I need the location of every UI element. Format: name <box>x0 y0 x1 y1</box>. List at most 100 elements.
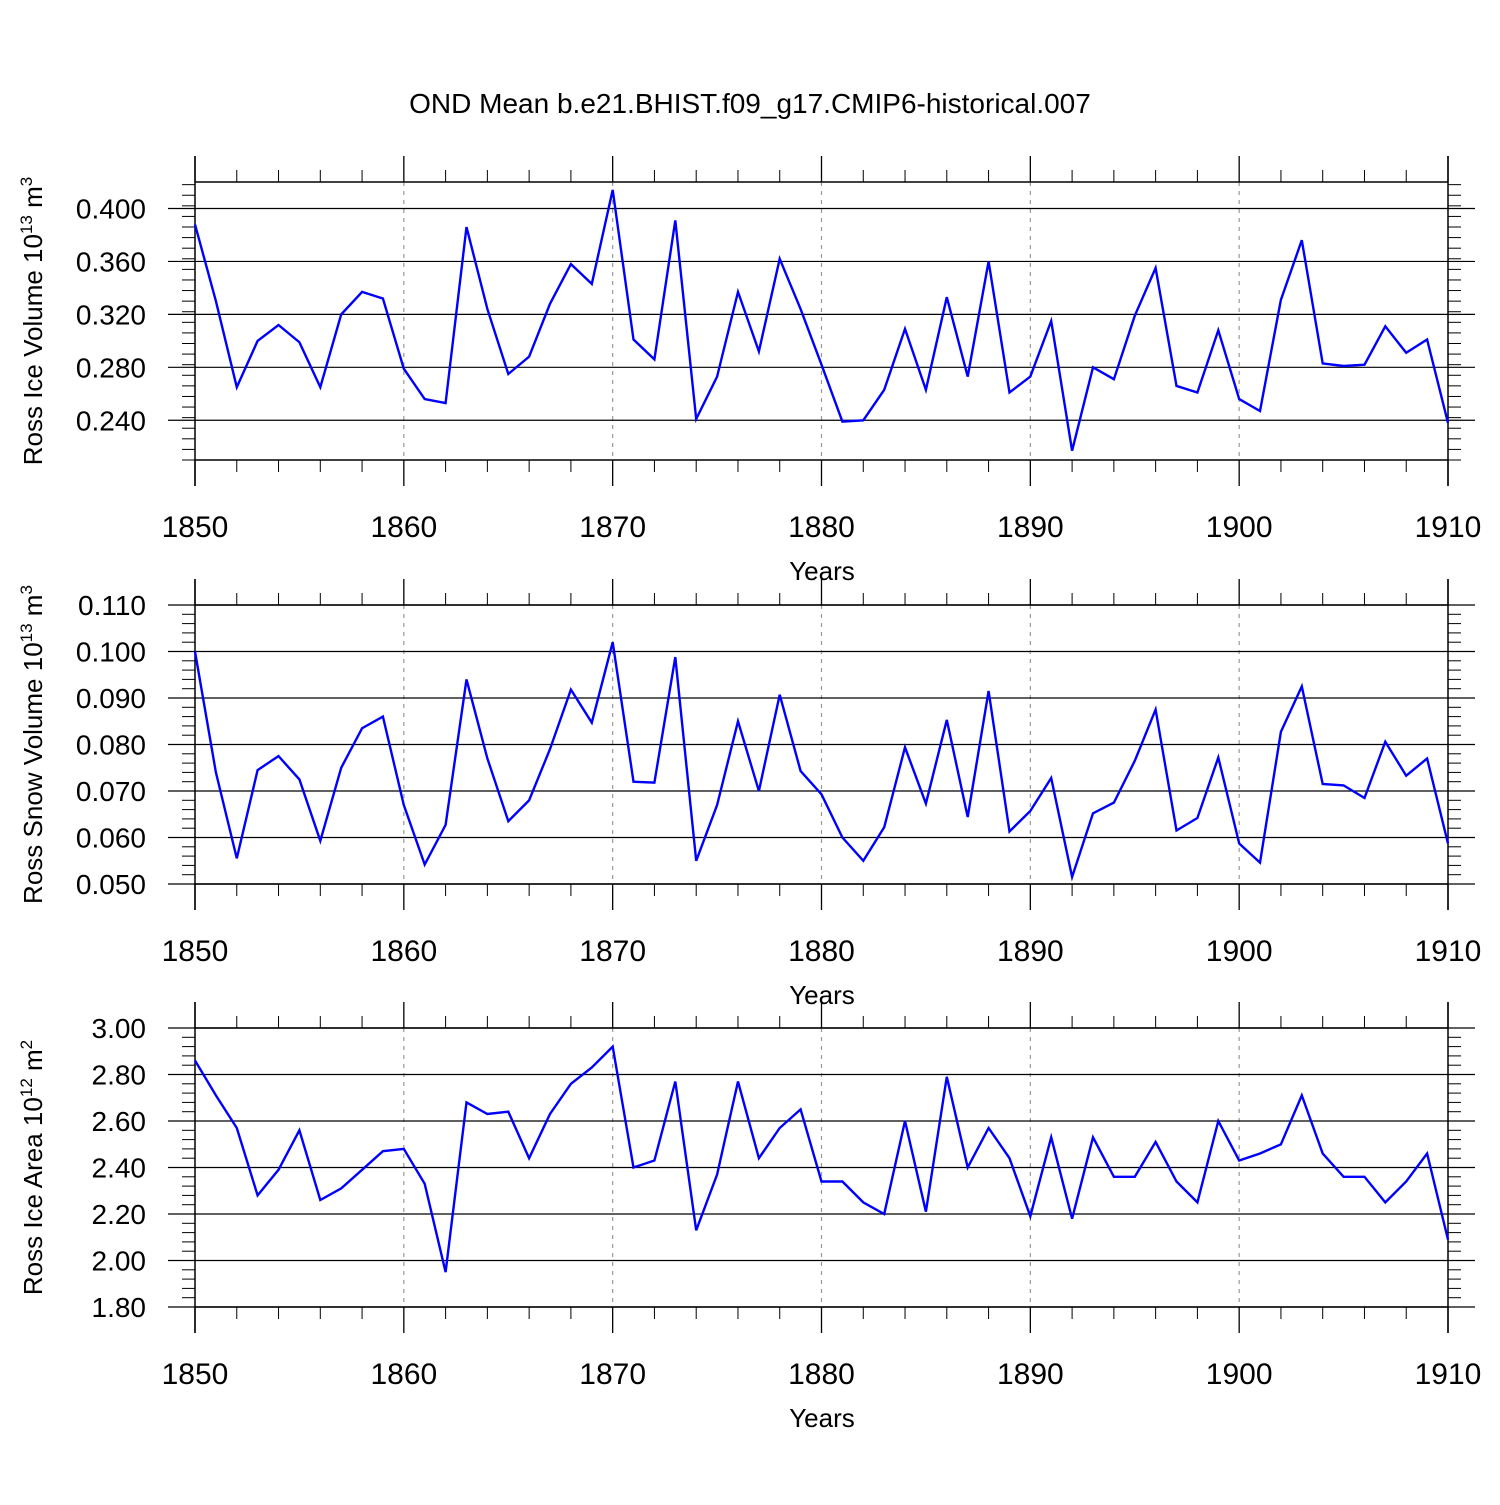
panel-2-ytick-label: 0.080 <box>76 730 146 761</box>
panel-2-data-point <box>340 767 342 769</box>
panel-2-data-point <box>1447 842 1449 844</box>
panel-3-data-point <box>1196 1201 1198 1203</box>
panel-3-data-point <box>1363 1176 1365 1178</box>
panel-3-ylabel: Ross Ice Area 1012 m2 <box>17 1040 48 1295</box>
panel-1-data-point <box>277 324 279 326</box>
panel-1-data-point <box>674 219 676 221</box>
panel-3-data-point <box>277 1169 279 1171</box>
panel-2-ytick-label: 0.100 <box>76 637 146 668</box>
panel-3-data-point <box>549 1113 551 1115</box>
panel-2-data-point <box>1196 817 1198 819</box>
panel-1-data-point <box>1238 398 1240 400</box>
panel-3-data-point <box>966 1166 968 1168</box>
panel-2-data-point <box>528 799 530 801</box>
panel-2-data-point <box>925 802 927 804</box>
panel-1-data-point <box>1342 365 1344 367</box>
panel-2-data-point <box>1426 757 1428 759</box>
panel-2-data-point <box>695 860 697 862</box>
panel-2-ylabel-unit-exponent: 3 <box>17 585 36 594</box>
panel-2-data-point <box>674 656 676 658</box>
panel-1-data-point <box>319 386 321 388</box>
panel-1-data-point <box>841 420 843 422</box>
panel-3-data-point <box>319 1199 321 1201</box>
panel-3-data-point <box>1029 1215 1031 1217</box>
panel-1-data-point <box>256 340 258 342</box>
panel-3-data-point <box>799 1108 801 1110</box>
panel-1-data-point <box>340 313 342 315</box>
panel-3-data-point <box>653 1159 655 1161</box>
panel-1-data-point <box>1363 363 1365 365</box>
panel-3-data-point <box>1154 1141 1156 1143</box>
panel-3-xtick-label: 1880 <box>788 1358 855 1391</box>
panel-1-data-point <box>1092 366 1094 368</box>
panel-1-data-point <box>1259 410 1261 412</box>
panel-3-data-point <box>841 1180 843 1182</box>
panel-1-data-point <box>799 308 801 310</box>
panel-3-data-point <box>862 1201 864 1203</box>
panel-1-data-point <box>862 419 864 421</box>
panel-1-data-point <box>758 350 760 352</box>
panel-3-data-point <box>1342 1176 1344 1178</box>
panel-3-ytick-label: 2.60 <box>92 1106 147 1137</box>
panel-1-ytick-label: 0.240 <box>76 405 146 436</box>
panel-1-ytick-label: 0.400 <box>76 193 146 224</box>
panel-1-data-point <box>1113 378 1115 380</box>
panel-1-data-point <box>820 363 822 365</box>
panel-3-data-point <box>382 1150 384 1152</box>
panel-2-data-point <box>653 781 655 783</box>
panel-3-data-point <box>1384 1201 1386 1203</box>
panel-1-ylabel-exponent: 13 <box>17 215 36 234</box>
panel-1-data-point <box>528 356 530 358</box>
panel-3-data-point <box>1113 1176 1115 1178</box>
panel-1-data-point <box>194 223 196 225</box>
panel-3-ytick-label: 2.40 <box>92 1153 147 1184</box>
panel-2-xtick-label: 1890 <box>997 935 1064 968</box>
panel-2-data-point <box>382 715 384 717</box>
panel-3-xtick-label: 1860 <box>370 1358 437 1391</box>
panel-3-data-point <box>716 1173 718 1175</box>
panel-2-ylabel: Ross Snow Volume 1013 m3 <box>17 585 48 904</box>
panel-1-data-point <box>1071 450 1073 452</box>
panel-2-data-point <box>1008 830 1010 832</box>
panel-2-data-point <box>194 650 196 652</box>
panel-2-data-point <box>256 769 258 771</box>
panel-2-data-point <box>737 720 739 722</box>
panel-1-data-point <box>1426 338 1428 340</box>
panel-1-data-point <box>1196 391 1198 393</box>
panel-1-ytick-label: 0.320 <box>76 299 146 330</box>
panel-1-data-point <box>1405 352 1407 354</box>
panel-3-data-point <box>737 1080 739 1082</box>
panel-1-data-point <box>1050 320 1052 322</box>
panel-3-data-point <box>591 1066 593 1068</box>
panel-2-data-point <box>1175 829 1177 831</box>
panel-3-data-point <box>904 1120 906 1122</box>
panel-2-series-line <box>193 641 1450 882</box>
panel-3-data-point <box>340 1187 342 1189</box>
panel-2-data-point <box>966 816 968 818</box>
panel-1-data-point <box>361 291 363 293</box>
panel-3-data-point <box>424 1183 426 1185</box>
panel-1-data-point <box>695 418 697 420</box>
panel-2-data-point <box>215 771 217 773</box>
panel-3-data-point <box>486 1113 488 1115</box>
panel-3-data-point <box>1280 1143 1282 1145</box>
panel-3-ytick-label: 3.00 <box>92 1013 147 1044</box>
panel-3-xtick-label: 1900 <box>1206 1358 1273 1391</box>
panel-1-xtick-label: 1850 <box>162 511 229 544</box>
panel-2-ytick-label: 0.050 <box>76 869 146 900</box>
figure-title: OND Mean b.e21.BHIST.f09_g17.CMIP6-histo… <box>409 88 1091 119</box>
panel-1-xtick-label: 1900 <box>1206 511 1273 544</box>
panel-3-xtick-label: 1890 <box>997 1358 1064 1391</box>
panel-2-data-point <box>1029 810 1031 812</box>
panel-1-data-point <box>946 296 948 298</box>
panel-3-data-point <box>528 1157 530 1159</box>
panel-3-data-point <box>925 1210 927 1212</box>
panel-3-data-point <box>1259 1152 1261 1154</box>
panel-3-data-point <box>779 1127 781 1129</box>
panel-2-data-point <box>799 770 801 772</box>
panel-3-data-point <box>1447 1238 1449 1240</box>
panel-3-ylabel-exponent: 12 <box>17 1078 36 1097</box>
panel-2-xtick-label: 1900 <box>1206 935 1273 968</box>
panel-1-data-point <box>507 373 509 375</box>
panel-2-ylabel-unit: m <box>18 595 48 624</box>
